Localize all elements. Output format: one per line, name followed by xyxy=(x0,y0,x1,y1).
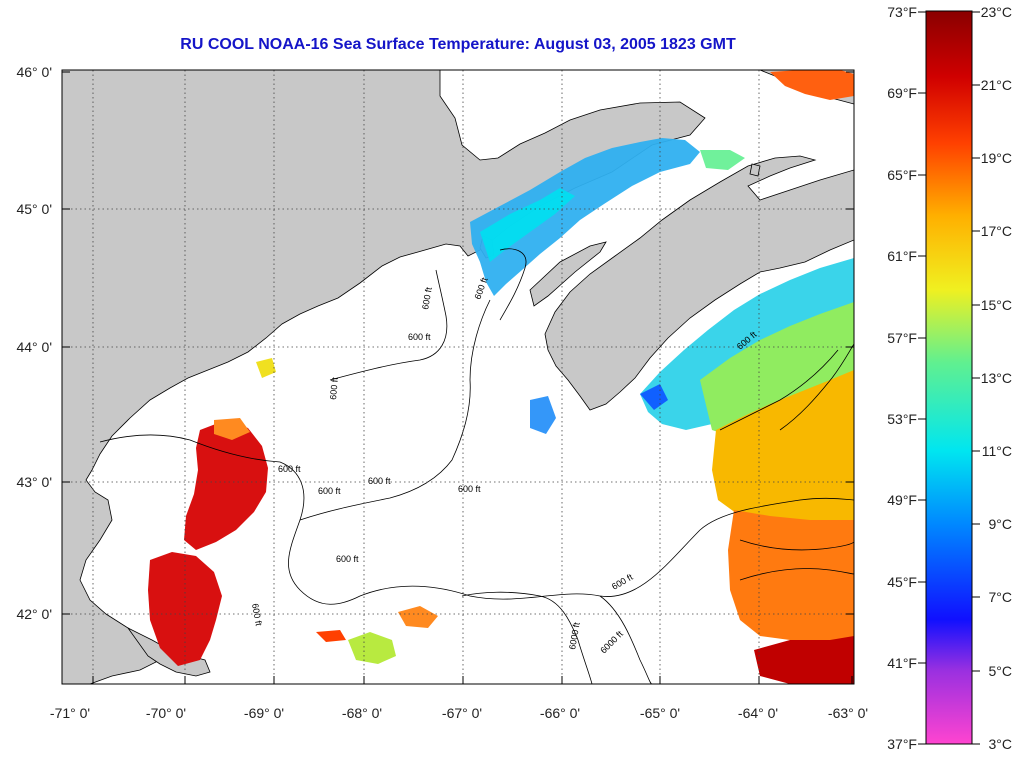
lon-label: -64° 0' xyxy=(738,705,778,721)
land-island xyxy=(529,241,607,307)
contour-label: 600 ft xyxy=(458,484,481,494)
lat-label: 43° 0' xyxy=(16,474,52,490)
sst-georges-green xyxy=(348,632,396,664)
sst-maine-yellow xyxy=(256,358,276,378)
colorbar-c-label: 3°C xyxy=(989,736,1013,752)
lon-label: -69° 0' xyxy=(244,705,284,721)
colorbar-c-label: 23°C xyxy=(981,4,1012,20)
axis-ticks xyxy=(62,71,854,684)
contour-label: 600 ft xyxy=(336,554,359,564)
land-mainland xyxy=(62,70,706,684)
colorbar-c-label: 11°C xyxy=(982,443,1012,459)
colorbar-f-label: 65°F xyxy=(887,167,917,183)
contour-label: 600 ft xyxy=(278,464,301,474)
graticule xyxy=(62,70,854,684)
colorbar-f-label: 49°F xyxy=(887,492,917,508)
lat-label: 46° 0' xyxy=(16,64,52,80)
sst-maine-coast-cool xyxy=(530,396,556,434)
sst-scotian-cool xyxy=(640,258,854,430)
sst-gulf-west-red xyxy=(184,420,268,550)
sst-scotian-blue xyxy=(640,384,668,410)
contour-label: 600 ft xyxy=(328,376,340,400)
contour-label: 600 ft xyxy=(250,603,264,627)
lon-label: -63° 0' xyxy=(828,705,868,721)
colorbar-c-label: 7°C xyxy=(989,589,1013,605)
sst-bay-of-fundy xyxy=(470,138,700,296)
lat-label: 45° 0' xyxy=(16,201,52,217)
contour-label: 600 ft xyxy=(318,486,341,496)
sst-scotian-green xyxy=(700,302,854,436)
land-nova-scotia xyxy=(544,70,854,411)
contour-label: 600 ft xyxy=(420,286,434,310)
colorbar-gradient xyxy=(925,10,973,745)
sst-scotian-orange xyxy=(728,510,854,644)
lat-label: 44° 0' xyxy=(16,339,52,355)
colorbar-c-label: 5°C xyxy=(989,663,1013,679)
colorbar-c-label: 15°C xyxy=(981,297,1012,313)
lon-label: -71° 0' xyxy=(50,705,90,721)
sst-fundy-warm xyxy=(700,150,745,170)
colorbar-f-label: 41°F xyxy=(887,655,917,671)
sst-bay-of-fundy-inner xyxy=(480,188,575,262)
colorbar-c-label: 9°C xyxy=(989,516,1013,532)
contour-label: 600 ft xyxy=(408,332,431,342)
colorbar-c-label: 13°C xyxy=(981,370,1012,386)
colorbar-f-label: 45°F xyxy=(887,574,917,590)
lon-label: -65° 0' xyxy=(640,705,680,721)
sst-ne-patch xyxy=(770,70,854,100)
colorbar-c-label: 21°C xyxy=(981,77,1012,93)
sst-georges-red xyxy=(316,630,346,642)
bathymetry-contours xyxy=(99,248,854,684)
colorbar-f-label: 53°F xyxy=(887,411,917,427)
lon-label: -68° 0' xyxy=(342,705,382,721)
sst-gulf-west-orange xyxy=(214,418,250,440)
colorbar-f-label: 57°F xyxy=(887,330,917,346)
lon-label: -67° 0' xyxy=(442,705,482,721)
contour-label: 600 ft xyxy=(368,476,391,486)
sst-south-red xyxy=(754,636,854,684)
lat-label: 42° 0' xyxy=(16,606,52,622)
colorbar-c-label: 17°C xyxy=(981,223,1012,239)
lon-label: -70° 0' xyxy=(146,705,186,721)
colorbar-c-label: 19°C xyxy=(981,150,1012,166)
sst-georges-orange xyxy=(398,606,438,628)
colorbar-f-label: 61°F xyxy=(887,248,917,264)
colorbar-f-label: 37°F xyxy=(887,736,917,752)
lon-label: -66° 0' xyxy=(540,705,580,721)
land-island xyxy=(749,163,761,177)
sst-mass-bay xyxy=(148,552,222,666)
figure-title: RU COOL NOAA-16 Sea Surface Temperature:… xyxy=(180,36,736,53)
contour-label: 6000 ft xyxy=(567,621,582,650)
colorbar-f-label: 73°F xyxy=(887,4,917,20)
colorbar: 73°F 69°F 65°F 61°F 57°F 53°F 49°F 45°F … xyxy=(887,4,1012,752)
sst-scotian-warm xyxy=(712,370,854,528)
colorbar-f-label: 69°F xyxy=(887,85,917,101)
